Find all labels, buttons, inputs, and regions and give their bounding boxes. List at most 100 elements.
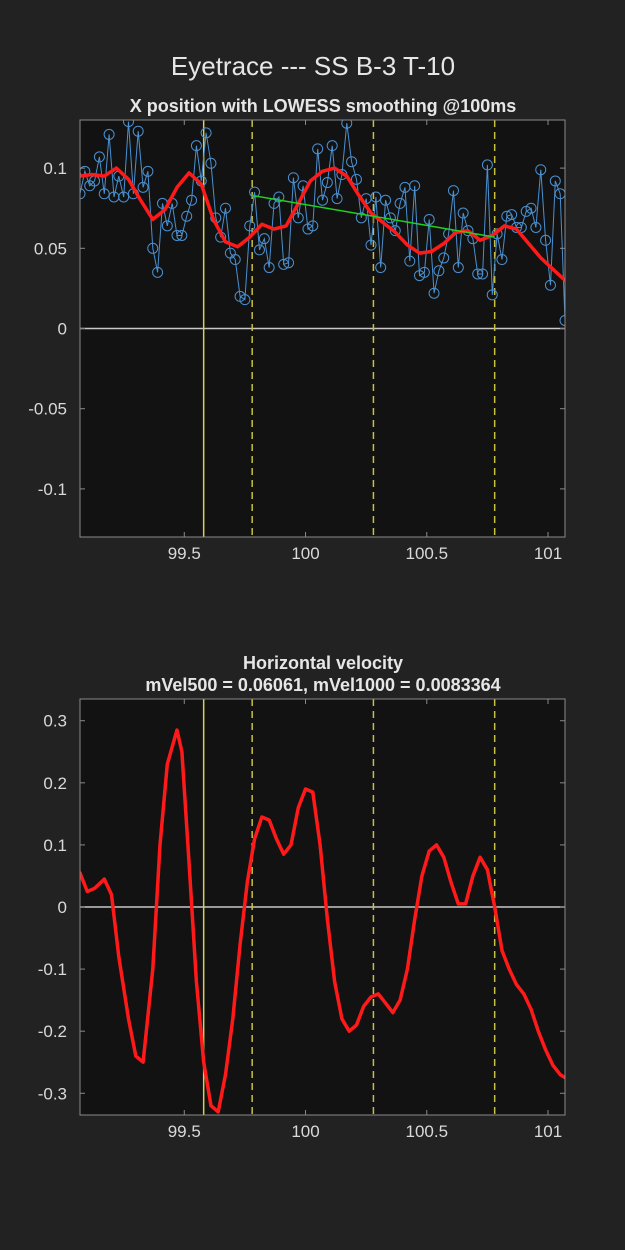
position-raw-point: [404, 255, 416, 267]
position-raw-point: [190, 140, 202, 152]
position-raw-point: [181, 210, 193, 222]
position-raw-point: [535, 164, 547, 176]
position-raw-point: [278, 258, 290, 270]
position-lowess_smoothed-line: [80, 166, 565, 283]
position-raw-point: [312, 143, 324, 155]
position-raw-point: [103, 128, 115, 140]
position-raw-point: [477, 268, 489, 280]
position-raw-point: [326, 140, 338, 152]
position-raw-point: [418, 266, 430, 278]
position-xtick-label: 99.5: [168, 544, 201, 563]
position-raw-point: [341, 120, 353, 129]
velocity-ytick-label: 0.1: [43, 836, 67, 855]
position-raw-point: [283, 257, 295, 269]
position-raw-point: [321, 177, 333, 189]
velocity-chart-title: Horizontal velocity: [243, 653, 403, 673]
position-fit-line: [252, 194, 495, 238]
position-raw-point: [161, 220, 173, 232]
position-xtick-label: 101: [534, 544, 562, 563]
figure-title: Eyetrace --- SS B-3 T-10: [171, 51, 455, 81]
position-ytick-label: 0: [58, 320, 67, 339]
position-raw-point: [292, 212, 304, 224]
velocity-xtick-label: 99.5: [168, 1122, 201, 1141]
position-raw-point: [137, 181, 149, 193]
position-raw-point: [229, 254, 241, 266]
position-raw-point: [409, 180, 421, 192]
position-raw-point: [205, 157, 217, 169]
position-raw-point: [147, 242, 159, 254]
position-raw-point: [481, 159, 493, 171]
position-raw-point: [355, 212, 367, 224]
position-raw-point: [220, 202, 231, 214]
position-raw-point: [472, 268, 484, 280]
position-raw-point: [118, 191, 130, 203]
velocity-panel: Horizontal velocity mVel500 = 0.06061, m…: [38, 653, 566, 1141]
velocity-ytick-label: -0.1: [38, 960, 67, 979]
position-raw-point: [186, 194, 198, 206]
position-raw-point: [239, 294, 251, 306]
position-raw-point: [389, 225, 401, 237]
position-raw-point: [433, 265, 445, 277]
position-raw-point: [394, 197, 406, 209]
position-raw-point: [171, 229, 183, 241]
position-raw-point: [244, 220, 256, 232]
position-chart-title: X position with LOWESS smoothing @100ms: [130, 96, 517, 116]
velocity-ytick-label: -0.2: [38, 1022, 67, 1041]
position-raw-point: [428, 287, 440, 299]
position-raw-point: [200, 127, 212, 139]
velocity-velocity-line: [80, 728, 565, 1114]
position-raw-point: [365, 239, 377, 251]
position-raw-point: [263, 262, 275, 274]
position-raw-point: [496, 254, 508, 266]
position-raw-point: [447, 185, 459, 197]
velocity-xtick-label: 100: [291, 1122, 319, 1141]
position-raw-point: [307, 220, 319, 232]
position-raw-point: [452, 262, 464, 274]
position-raw-point: [486, 289, 498, 301]
position-raw-point: [93, 151, 105, 163]
velocity-chart-subtitle: mVel500 = 0.06061, mVel1000 = 0.0083364: [145, 675, 500, 695]
position-ytick-label: -0.1: [38, 480, 67, 499]
velocity-ytick-label: 0: [58, 898, 67, 917]
position-ytick-label: 0.1: [43, 159, 67, 178]
position-xtick-label: 100.5: [406, 544, 449, 563]
position-ytick-label: 0.05: [34, 239, 67, 258]
position-raw-point: [142, 165, 154, 177]
velocity-xtick-label: 100.5: [406, 1122, 449, 1141]
position-raw-point: [530, 221, 542, 233]
position-raw-point: [549, 175, 561, 187]
position-panel: X position with LOWESS smoothing @100ms …: [28, 96, 566, 563]
position-raw-point: [287, 172, 299, 184]
position-ytick-label: -0.05: [28, 400, 67, 419]
position-raw-point: [176, 229, 188, 241]
velocity-plot-layer: [80, 699, 565, 1115]
position-raw-point: [80, 188, 86, 200]
position-raw-point: [331, 193, 343, 205]
position-raw-point: [506, 209, 518, 221]
position-raw-point: [559, 314, 565, 326]
position-raw-point: [98, 188, 110, 200]
position-raw-point: [380, 194, 392, 206]
position-raw-point: [457, 207, 469, 219]
position-xtick-label: 100: [291, 544, 319, 563]
position-raw-point: [423, 213, 435, 225]
position-raw-point: [273, 191, 285, 203]
position-raw-point: [123, 120, 134, 128]
position-raw-point: [554, 188, 565, 200]
position-raw-point: [249, 186, 261, 198]
position-raw-point: [375, 262, 387, 274]
position-raw-point: [501, 210, 513, 222]
position-raw-point: [544, 279, 556, 291]
position-raw-point: [350, 173, 362, 185]
position-raw-point: [152, 266, 164, 278]
position-raw-point: [317, 194, 328, 206]
position-raw-point: [540, 234, 552, 246]
velocity-ytick-label: -0.3: [38, 1084, 67, 1103]
position-plot-layer: [80, 120, 565, 537]
position-raw-point: [346, 156, 358, 168]
position-raw-point: [438, 252, 450, 264]
velocity-ytick-label: 0.3: [43, 712, 67, 731]
position-raw-point: [258, 233, 270, 245]
velocity-xtick-label: 101: [534, 1122, 562, 1141]
